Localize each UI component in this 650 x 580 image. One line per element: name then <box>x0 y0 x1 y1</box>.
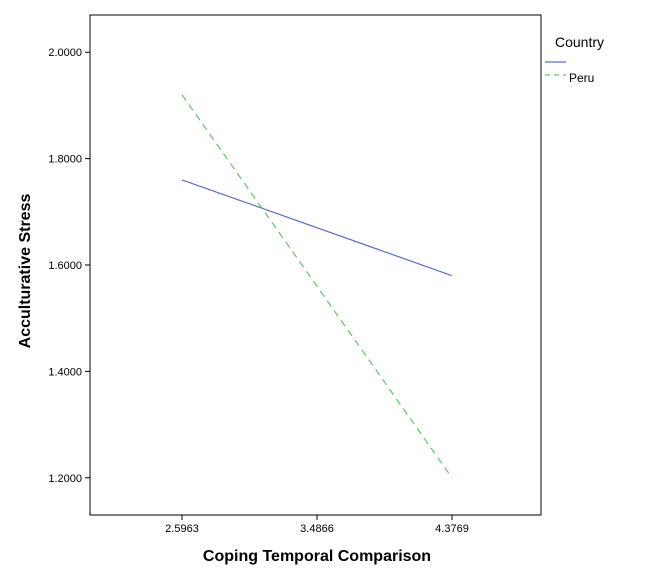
series-peru-line <box>181 94 453 479</box>
legend: Country Peru <box>545 34 604 85</box>
y-tick-label: 1.6000 <box>48 260 82 272</box>
y-axis: 1.2000 1.4000 1.6000 1.8000 2.0000 <box>48 47 90 485</box>
x-axis-title: Coping Temporal Comparison <box>203 548 431 565</box>
series-layer <box>181 94 453 479</box>
series-1-line <box>181 179 453 277</box>
y-tick-label: 2.0000 <box>48 47 82 59</box>
y-tick-label: 1.4000 <box>48 366 82 378</box>
legend-label-peru: Peru <box>569 71 594 85</box>
y-tick-label: 1.2000 <box>48 473 82 485</box>
x-tick-label: 4.3769 <box>435 523 469 535</box>
x-tick-label: 3.4866 <box>300 523 334 535</box>
y-tick-label: 1.8000 <box>48 154 82 166</box>
legend-title: Country <box>555 34 604 50</box>
y-axis-title: Acculturative Stress <box>17 194 34 349</box>
x-axis: 2.5963 3.4866 4.3769 <box>165 515 469 535</box>
x-tick-label: 2.5963 <box>165 523 199 535</box>
plot-frame <box>89 14 542 516</box>
